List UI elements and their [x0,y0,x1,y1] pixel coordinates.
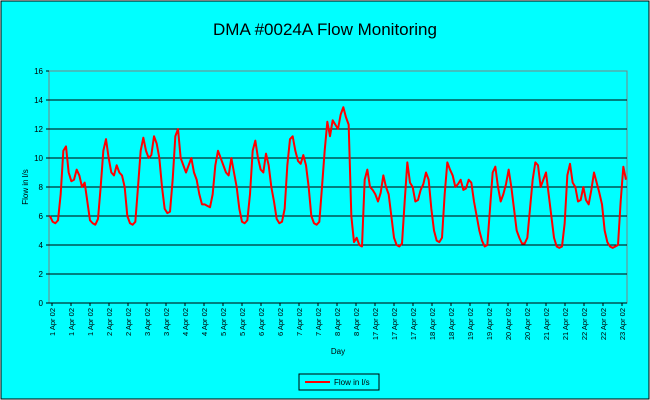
y-tick-label: 6 [39,212,44,221]
x-axis-label: Day [331,347,345,356]
x-tick-label: 17 Apr 02 [390,308,399,340]
chart-title: DMA #0024A Flow Monitoring [213,20,437,39]
x-tick-label: 19 Apr 02 [485,308,494,340]
x-tick-label: 20 Apr 02 [523,308,532,340]
gridlines [49,99,627,304]
x-tick-label: 2 Apr 02 [105,308,114,336]
x-tick-label: 6 Apr 02 [276,308,285,336]
y-tick-label: 0 [39,299,44,308]
x-tick-label: 17 Apr 02 [409,308,418,340]
x-tick-label: 4 Apr 02 [181,308,190,336]
y-tick-label: 14 [34,96,43,105]
x-tick-label: 7 Apr 02 [295,308,304,336]
x-tick-label: 3 Apr 02 [143,308,152,336]
x-tick-label: 21 Apr 02 [561,308,570,340]
y-tick-label: 4 [39,241,44,250]
x-tick-label: 7 Apr 02 [314,308,323,336]
x-tick-label: 1 Apr 02 [48,308,57,336]
x-tick-label: 1 Apr 02 [86,308,95,336]
x-tick-label: 22 Apr 02 [580,308,589,340]
x-tick-label: 17 Apr 02 [371,308,380,340]
series-line-flow [49,106,627,249]
x-tick-label: 23 Apr 02 [618,308,627,340]
x-tick-label: 3 Apr 02 [162,308,171,336]
y-tick-label: 10 [34,154,43,163]
legend-box [298,373,380,391]
x-tick-label: 5 Apr 02 [238,308,247,336]
y-tick-label: 2 [39,270,44,279]
x-tick-label: 2 Apr 02 [124,308,133,336]
y-axis-ticks: 0 2 4 6 8 10 12 14 16 [34,67,49,308]
y-tick-label: 8 [39,183,44,192]
x-tick-label: 18 Apr 02 [428,308,437,340]
x-tick-label: 8 Apr 02 [333,308,342,336]
x-axis-ticks: 1 Apr 02 1 Apr 02 1 Apr 02 2 Apr 02 2 Apr 02… [48,303,627,340]
y-axis-label: Flow in l/s [21,169,30,205]
x-tick-label: 21 Apr 02 [542,308,551,340]
x-tick-label: 18 Apr 02 [447,308,456,340]
legend: Flow in l/s [298,373,380,391]
x-tick-label: 20 Apr 02 [504,308,513,340]
legend-label: Flow in l/s [334,378,370,387]
x-tick-label: 6 Apr 02 [257,308,266,336]
x-tick-label: 19 Apr 02 [466,308,475,340]
x-tick-label: 22 Apr 02 [599,308,608,340]
x-tick-label: 4 Apr 02 [200,308,209,336]
x-tick-label: 5 Apr 02 [219,308,228,336]
x-tick-label: 1 Apr 02 [67,308,76,336]
y-tick-label: 16 [34,67,43,76]
y-tick-label: 12 [34,125,43,134]
x-tick-label: 8 Apr 02 [352,308,361,336]
